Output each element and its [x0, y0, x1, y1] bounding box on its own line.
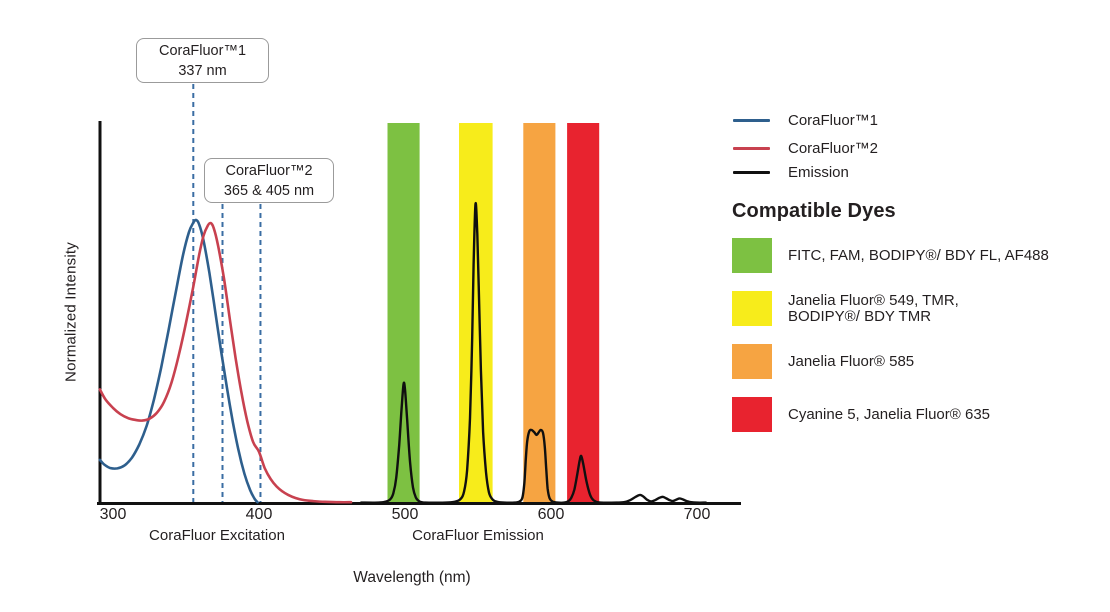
- band-yellow: [459, 123, 493, 503]
- dye-label: Cyanine 5, Janelia Fluor® 635: [788, 405, 991, 423]
- curve-emission: [360, 201, 707, 504]
- legend-item-emission: Emission: [733, 163, 878, 181]
- x-tick-label-600: 600: [538, 506, 565, 523]
- compatible-dyes-list: FITC, FAM, BODIPY®/ BDY FL, AF488 Janeli…: [732, 238, 1049, 450]
- legend-item-corafluor1: CoraFluor™1: [733, 111, 879, 129]
- dye-label: Janelia Fluor® 585: [788, 352, 915, 370]
- band-green: [387, 123, 420, 503]
- dye-label: FITC, FAM, BODIPY®/ BDY FL, AF488: [788, 246, 1049, 264]
- dye-swatch-green: [732, 238, 772, 273]
- x-tick-label-700: 700: [684, 506, 711, 523]
- annotation-title: CoraFluor™2: [225, 162, 313, 179]
- annotation-corafluor1-callout: CoraFluor™1 337 nm: [136, 38, 269, 83]
- legend-item-corafluor2: CoraFluor™2: [733, 139, 879, 157]
- dye-swatch-orange: [732, 344, 772, 379]
- dye-item-yellow: Janelia Fluor® 549, TMR, BODIPY®/ BDY TM…: [732, 291, 1049, 326]
- legend-line-swatch-red: [733, 146, 770, 150]
- y-axis-title: Normalized Intensity: [62, 242, 80, 382]
- annotation-title: CoraFluor™1: [158, 42, 247, 59]
- band-orange: [523, 123, 556, 503]
- legend-label: Emission: [788, 163, 849, 181]
- dye-swatch-red: [732, 397, 772, 432]
- dye-item-orange: Janelia Fluor® 585: [732, 344, 1049, 379]
- annotation-corafluor2-callout: CoraFluor™2 365 & 405 nm: [204, 158, 334, 203]
- x-tick-label-300: 300: [100, 506, 127, 523]
- legend-line-swatch-black: [733, 170, 770, 174]
- legend-label: CoraFluor™2: [788, 139, 879, 157]
- dye-item-green: FITC, FAM, BODIPY®/ BDY FL, AF488: [732, 238, 1049, 273]
- dye-item-red: Cyanine 5, Janelia Fluor® 635: [732, 397, 1049, 432]
- x-tick-label-500: 500: [392, 506, 419, 523]
- x-axis-title: Wavelength (nm): [353, 569, 471, 586]
- annotation-value: 365 & 405 nm: [223, 182, 315, 199]
- legend-label: CoraFluor™1: [788, 111, 879, 129]
- legend: CoraFluor™1 CoraFluor™2 Emission: [733, 111, 879, 181]
- annotation-value: 337 nm: [178, 62, 227, 79]
- x-axis-group-label-excitation: CoraFluor Excitation: [149, 527, 285, 544]
- x-tick-label-400: 400: [246, 506, 273, 523]
- compatible-dyes-heading: Compatible Dyes: [732, 200, 896, 222]
- band-red: [567, 123, 600, 503]
- curve-corafluor1-excitation: [98, 218, 259, 504]
- x-axis-group-label-emission: CoraFluor Emission: [412, 527, 544, 544]
- legend-line-swatch-blue: [733, 118, 770, 122]
- curve-corafluor2-excitation: [98, 221, 353, 504]
- dye-swatch-yellow: [732, 291, 772, 326]
- dye-label: Janelia Fluor® 549, TMR, BODIPY®/ BDY TM…: [788, 291, 959, 325]
